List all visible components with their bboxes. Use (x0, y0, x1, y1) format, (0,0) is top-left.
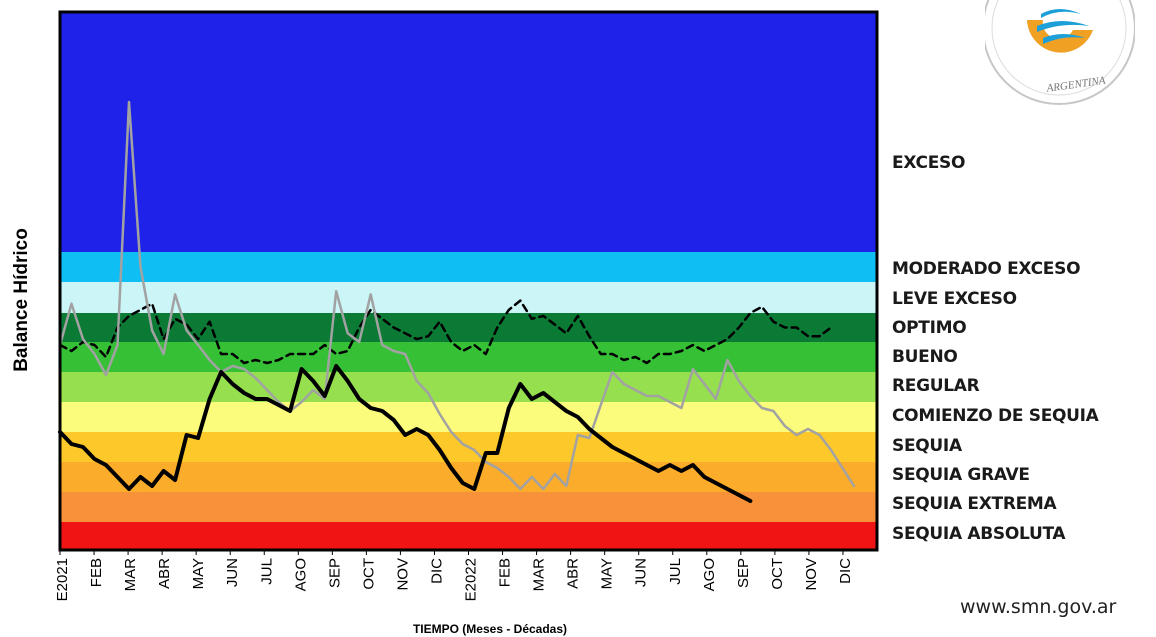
x-tick-label: MAY (599, 558, 616, 589)
logo-wave-2 (1037, 21, 1089, 32)
logo-seal-inner-ring (991, 0, 1127, 96)
x-tick-label: SEP (326, 558, 343, 588)
legend-sequia: SEQUIA (892, 436, 962, 456)
legend-sequia-grave: SEQUIA GRAVE (892, 465, 1030, 485)
band-moderado-exceso (60, 252, 877, 282)
band-comienzo-de-sequia (60, 402, 877, 432)
x-axis-label: TIEMPO (Meses - Décadas) (412, 622, 568, 636)
balance-bands (60, 12, 877, 550)
legend-moderado-exceso: MODERADO EXCESO (892, 259, 1081, 279)
x-tick-label: OCT (360, 558, 377, 590)
x-tick-label: FEB (88, 558, 105, 587)
water-balance-chart: E2021 FEB MAR ABR MAY JUN JUL AGO SEP OCT NOV DIC E2… (54, 10, 879, 601)
band-bueno (60, 342, 877, 372)
legend-sequia-extrema: SEQUIA EXTREMA (892, 494, 1057, 514)
x-tick-label: NOV (803, 558, 820, 591)
band-sequia-absoluta (60, 522, 877, 550)
logo-wave-3 (1043, 34, 1085, 44)
x-tick-label: E2021 (54, 558, 71, 601)
band-sequia-extrema (60, 492, 877, 522)
legend-regular: REGULAR (892, 376, 980, 396)
x-tick-label: OCT (769, 558, 786, 590)
x-tick-label: ABR (565, 558, 582, 589)
x-tick-label: NOV (394, 558, 411, 591)
x-tick-label: FEB (497, 558, 514, 587)
x-tick-label: SEP (735, 558, 752, 588)
legend-comienzo-de-sequia: COMIENZO DE SEQUIA (892, 406, 1099, 426)
x-tick-label: DIC (428, 558, 445, 584)
band-leve-exceso (60, 282, 877, 313)
x-tick-label: MAR (531, 558, 548, 592)
logo-wave-1 (1041, 9, 1081, 18)
x-axis-ticks: E2021 FEB MAR ABR MAY JUN JUL AGO SEP OCT NOV DIC E2… (54, 550, 854, 601)
website-url: www.smn.gov.ar (960, 596, 1117, 618)
x-tick-label: JUN (224, 558, 241, 587)
smn-argentina-logo: ARGENTINA (985, 0, 1135, 105)
legend-bueno: BUENO (892, 347, 958, 367)
x-tick-label: MAY (190, 558, 207, 589)
y-axis-label: Balance Hídrico (11, 228, 32, 372)
band-exceso (60, 12, 877, 252)
legend-optimo: OPTIMO (892, 318, 967, 338)
x-tick-label: ABR (156, 558, 173, 589)
x-tick-label: E2022 (463, 558, 480, 601)
x-tick-label: DIC (837, 558, 854, 584)
legend-exceso: EXCESO (892, 153, 966, 173)
x-tick-label: JUL (667, 558, 684, 585)
legend-leve-exceso: LEVE EXCESO (892, 289, 1017, 309)
y-axis-label-wrap: Balance Hídrico (2, 160, 42, 440)
x-tick-label: AGO (701, 558, 718, 591)
x-tick-label: MAR (122, 558, 139, 592)
band-regular (60, 372, 877, 402)
x-tick-label: JUN (633, 558, 650, 587)
x-tick-label: JUL (258, 558, 275, 585)
series-solid-gray (58, 100, 856, 491)
legend: EXCESO MODERADO EXCESO LEVE EXCESO OPTIM… (892, 0, 1156, 637)
series-lines (58, 100, 856, 503)
x-tick-label: AGO (292, 558, 309, 591)
legend-sequia-absoluta: SEQUIA ABSOLUTA (892, 524, 1066, 544)
series-solid-black (58, 364, 753, 503)
series-dashed-black (58, 299, 833, 365)
